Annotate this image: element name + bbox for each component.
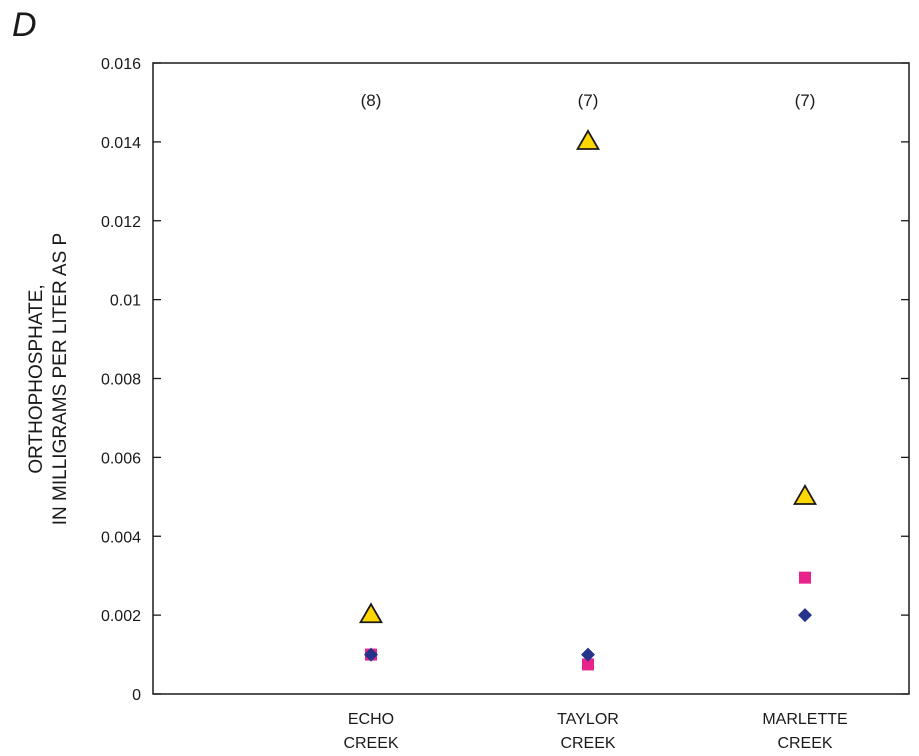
y-tick-label: 0 <box>132 687 141 704</box>
x-category-label: TAYLOR <box>557 711 619 728</box>
y-tick-label: 0.01 <box>110 293 141 310</box>
panel-label: D <box>12 6 37 44</box>
x-category-label: MARLETTE <box>762 711 847 728</box>
sample-count-label: (7) <box>795 91 816 110</box>
triangle-marker <box>358 602 384 624</box>
x-axis-category-labels: ECHO CREEK TAYLOR CREEK MARLETTE CREEK <box>343 711 847 752</box>
diamond-marker <box>581 647 595 662</box>
x-category-label: CREEK <box>777 735 832 752</box>
triangle-marker <box>792 484 818 505</box>
triangle-marker <box>575 129 601 150</box>
y-axis-title-line-1: ORTHOPHOSPHATE, <box>26 284 47 473</box>
sample-count-label: (7) <box>578 91 599 110</box>
x-category-label: CREEK <box>343 735 398 752</box>
x-category-label: CREEK <box>560 735 615 752</box>
y-tick-label: 0.004 <box>101 529 141 546</box>
y-tick-label: 0.014 <box>101 135 141 152</box>
y-tick-label: 0.006 <box>101 450 141 467</box>
data-markers <box>358 129 818 671</box>
sample-count-labels: (8) (7) (7) <box>361 91 816 110</box>
y-tick-label: 0.012 <box>101 214 141 231</box>
y-tick-label: 0.016 <box>101 56 141 73</box>
diamond-marker <box>798 608 812 623</box>
sample-count-label: (8) <box>361 91 382 110</box>
plot-frame <box>152 62 910 695</box>
x-category-label: ECHO <box>348 711 394 728</box>
diamond-marker <box>364 647 378 662</box>
y-tick-label: 0.002 <box>101 608 141 625</box>
square-marker <box>582 658 594 671</box>
square-marker <box>799 571 811 584</box>
y-axis-ticks: 0 0.002 0.004 0.006 0.008 0.01 0.012 0.014 0.016 <box>101 56 909 704</box>
y-axis-title: ORTHOPHOSPHATE, IN MILLIGRAMS PER LITER … <box>26 233 71 525</box>
y-tick-label: 0.008 <box>101 372 141 389</box>
y-axis-title-line-2: IN MILLIGRAMS PER LITER AS P <box>50 233 71 525</box>
